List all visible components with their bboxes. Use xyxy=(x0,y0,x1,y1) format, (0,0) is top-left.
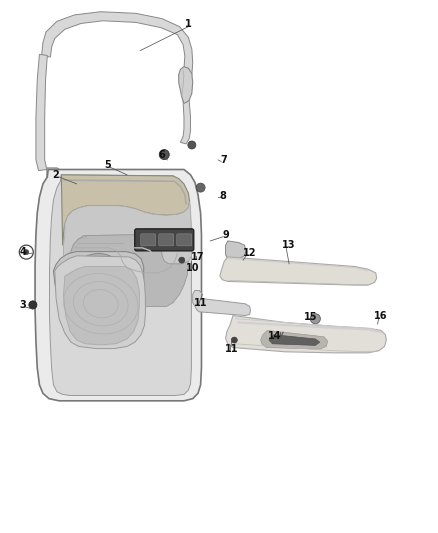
Text: 17: 17 xyxy=(191,252,205,262)
Circle shape xyxy=(159,150,169,159)
Polygon shape xyxy=(55,256,145,349)
Circle shape xyxy=(77,262,120,305)
Circle shape xyxy=(69,254,128,313)
Polygon shape xyxy=(42,12,193,85)
Circle shape xyxy=(188,141,196,149)
Text: 15: 15 xyxy=(304,312,318,322)
FancyBboxPatch shape xyxy=(177,234,192,246)
FancyBboxPatch shape xyxy=(135,229,194,251)
Polygon shape xyxy=(74,236,161,259)
FancyBboxPatch shape xyxy=(141,234,156,246)
Circle shape xyxy=(196,183,205,192)
Polygon shape xyxy=(269,335,320,345)
FancyBboxPatch shape xyxy=(159,234,174,246)
Text: 5: 5 xyxy=(104,160,111,170)
Text: 6: 6 xyxy=(159,150,166,159)
Circle shape xyxy=(24,249,29,255)
Polygon shape xyxy=(180,84,191,144)
Text: 11: 11 xyxy=(226,344,239,354)
Circle shape xyxy=(95,279,102,288)
Text: 1: 1 xyxy=(185,19,192,29)
Circle shape xyxy=(29,301,37,309)
Polygon shape xyxy=(261,330,328,349)
Polygon shape xyxy=(65,235,188,306)
Text: 7: 7 xyxy=(220,155,227,165)
Text: 3: 3 xyxy=(19,300,26,310)
Polygon shape xyxy=(53,252,144,313)
Polygon shape xyxy=(193,290,251,316)
Text: 8: 8 xyxy=(219,191,226,200)
Polygon shape xyxy=(64,266,139,345)
Text: 13: 13 xyxy=(282,240,295,250)
Text: 9: 9 xyxy=(223,230,230,239)
Text: 12: 12 xyxy=(243,248,256,258)
Text: 14: 14 xyxy=(268,331,282,341)
Polygon shape xyxy=(226,241,246,259)
Circle shape xyxy=(87,271,110,296)
Polygon shape xyxy=(179,67,193,103)
Text: 2: 2 xyxy=(53,170,60,180)
Polygon shape xyxy=(61,175,190,245)
Polygon shape xyxy=(47,168,62,182)
Polygon shape xyxy=(35,169,201,401)
Polygon shape xyxy=(226,316,386,353)
Text: 16: 16 xyxy=(374,311,388,321)
Text: 4: 4 xyxy=(19,247,26,257)
Text: 11: 11 xyxy=(194,298,207,308)
Polygon shape xyxy=(49,175,191,395)
Polygon shape xyxy=(220,257,377,285)
Circle shape xyxy=(311,314,320,324)
Circle shape xyxy=(179,257,185,263)
Text: 10: 10 xyxy=(186,263,199,272)
Polygon shape xyxy=(36,54,47,171)
Polygon shape xyxy=(64,201,191,272)
Circle shape xyxy=(231,337,237,343)
